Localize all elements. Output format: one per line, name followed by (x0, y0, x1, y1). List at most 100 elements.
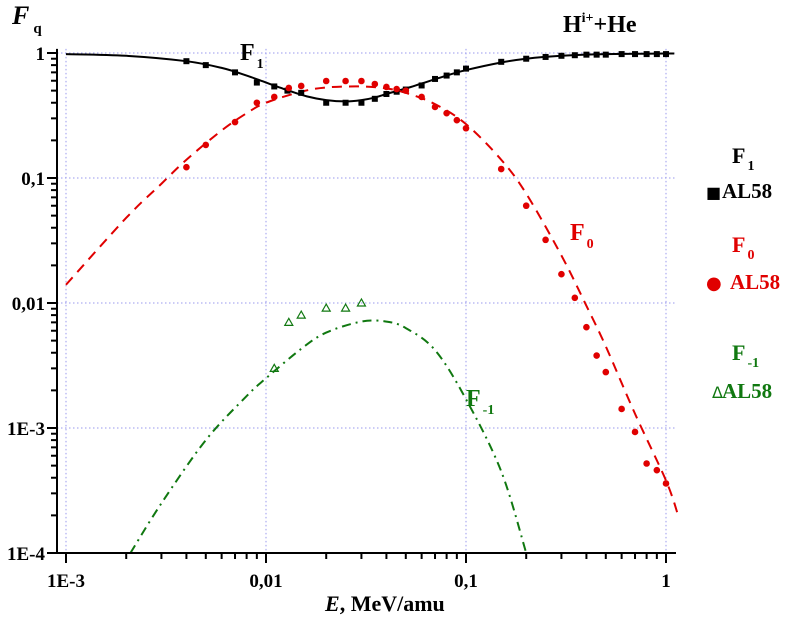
data-point-circle (297, 82, 305, 90)
x-axis-title: E, MeV/amu (324, 591, 445, 616)
x-tick-label: 0,1 (454, 571, 478, 592)
data-point-circle (522, 202, 530, 210)
data-point-square (323, 99, 330, 106)
data-point-circle (542, 236, 549, 244)
data-point-triangle (340, 302, 351, 312)
data-point-circle (358, 77, 365, 85)
data-point-circle (653, 466, 661, 474)
data-point-circle (383, 83, 390, 91)
data-point-circle (342, 77, 349, 85)
y-tick-label: 1E-3 (7, 419, 45, 440)
legend-title: F -1 (732, 340, 759, 371)
data-point-square (663, 51, 669, 58)
data-point-triangle (269, 363, 280, 372)
data-point-square (232, 69, 239, 76)
data-point-square (523, 55, 530, 62)
data-point-circle (402, 87, 410, 94)
data-point-circle (183, 163, 190, 171)
legend-label: AL58 (722, 379, 772, 403)
data-point-triangle (283, 317, 294, 326)
legend-label: AL58 (722, 179, 772, 203)
grid-lines (57, 48, 676, 554)
data-point-square (371, 95, 378, 102)
data-point-square (383, 90, 390, 97)
curve-label: F -1 (466, 386, 494, 418)
data-point-square (432, 75, 439, 82)
data-point-circle (571, 294, 579, 302)
data-point-square (643, 51, 650, 58)
data-point-square (271, 83, 278, 90)
y-tick-label: 1 (36, 44, 46, 65)
curve-f0-theory (65, 85, 680, 516)
data-point-triangle (356, 297, 367, 307)
data-point-square (593, 51, 600, 58)
data-point-circle (431, 103, 439, 111)
data-point-circle (618, 405, 625, 413)
chart-title: Hi++He (563, 11, 637, 38)
data-point-circle (393, 85, 400, 93)
data-point-square (183, 58, 190, 65)
data-point-circle (631, 428, 639, 436)
data-point-circle (418, 93, 425, 101)
data-point-square (542, 53, 549, 60)
data-point-circle (253, 99, 261, 107)
data-point-circle (285, 84, 293, 92)
data-point-square (253, 79, 260, 86)
data-point-square (463, 65, 469, 72)
legend-label: AL58 (730, 270, 780, 294)
data-point-circle (643, 460, 650, 467)
data-point-square (571, 52, 578, 59)
legend-symbol: Δ (712, 383, 723, 402)
data-point-square (602, 51, 609, 58)
data-point-circle (497, 165, 505, 173)
y-tick-label: 0,01 (12, 294, 45, 315)
data-point-circle (202, 141, 210, 149)
legend-symbol: ■ (706, 183, 721, 202)
data-point-circle (453, 116, 461, 124)
data-point-square (418, 82, 425, 89)
data-point-circle (322, 77, 330, 85)
data-point-square (453, 69, 460, 76)
curve-f1-theory (65, 52, 676, 103)
data-point-circle (662, 480, 670, 487)
data-point-square (558, 52, 565, 59)
data-point-circle (270, 93, 278, 101)
x-tick-label: 1E-3 (47, 571, 85, 592)
x-tick-label: 1 (661, 571, 671, 592)
y-tick-label: 1E-4 (7, 544, 46, 565)
data-point-square (342, 99, 349, 106)
data-point-square (653, 51, 660, 58)
data-point-circle (462, 124, 470, 132)
x-tick-label: 0,01 (249, 571, 282, 592)
data-point-square (618, 51, 625, 58)
curve-f-1-theory (129, 319, 528, 554)
data-point-square (498, 58, 505, 65)
data-point-square (443, 72, 450, 79)
data-point-square (202, 62, 209, 69)
data-point-square (632, 51, 639, 58)
data-point-circle (443, 109, 450, 117)
data-point-triangle (321, 302, 332, 312)
curve-annotations: F 1 F 0 F -1 (240, 40, 594, 418)
data-point-triangle (296, 309, 307, 319)
data-point-square (298, 89, 305, 96)
data-markers (183, 51, 670, 487)
data-point-circle (583, 323, 590, 331)
legend-symbol: ● (706, 273, 722, 294)
data-point-circle (558, 270, 565, 278)
data-point-square (583, 51, 590, 58)
data-point-circle (602, 368, 610, 376)
data-point-circle (593, 352, 600, 359)
data-point-circle (231, 118, 239, 126)
data-point-circle (371, 80, 379, 88)
y-tick-label: 0,1 (21, 169, 45, 190)
data-point-square (358, 99, 365, 106)
